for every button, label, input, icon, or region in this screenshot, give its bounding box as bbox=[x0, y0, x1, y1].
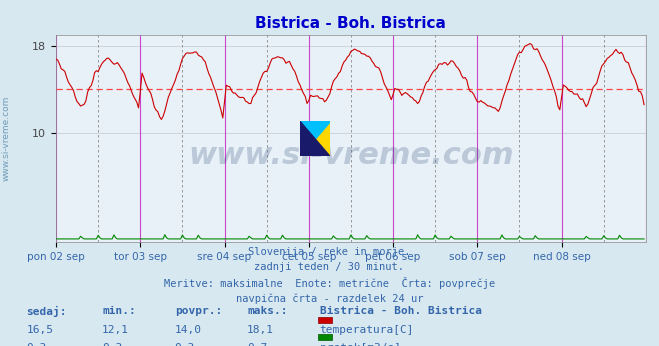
Bar bbox=[318, 334, 332, 340]
Polygon shape bbox=[300, 121, 330, 156]
Text: 0,3: 0,3 bbox=[102, 343, 123, 346]
Text: Bistrica - Boh. Bistrica: Bistrica - Boh. Bistrica bbox=[320, 306, 482, 316]
Text: temperatura[C]: temperatura[C] bbox=[320, 325, 414, 335]
Text: 12,1: 12,1 bbox=[102, 325, 129, 335]
Polygon shape bbox=[300, 121, 330, 156]
Text: pretok[m3/s]: pretok[m3/s] bbox=[320, 343, 401, 346]
Text: maks.:: maks.: bbox=[247, 306, 287, 316]
Text: sedaj:: sedaj: bbox=[26, 306, 67, 317]
Text: 0,7: 0,7 bbox=[247, 343, 268, 346]
Title: Bistrica - Boh. Bistrica: Bistrica - Boh. Bistrica bbox=[256, 16, 446, 31]
Text: 18,1: 18,1 bbox=[247, 325, 274, 335]
Text: www.si-vreme.com: www.si-vreme.com bbox=[2, 96, 11, 181]
Text: 16,5: 16,5 bbox=[26, 325, 53, 335]
Text: povpr.:: povpr.: bbox=[175, 306, 222, 316]
Text: 14,0: 14,0 bbox=[175, 325, 202, 335]
Bar bbox=[318, 317, 332, 323]
Text: 0,3: 0,3 bbox=[26, 343, 47, 346]
Polygon shape bbox=[300, 121, 330, 156]
Text: Slovenija / reke in morje.
zadnji teden / 30 minut.
Meritve: maksimalne  Enote: : Slovenija / reke in morje. zadnji teden … bbox=[164, 247, 495, 304]
Text: min.:: min.: bbox=[102, 306, 136, 316]
Text: www.si-vreme.com: www.si-vreme.com bbox=[188, 140, 514, 170]
Text: 0,3: 0,3 bbox=[175, 343, 195, 346]
